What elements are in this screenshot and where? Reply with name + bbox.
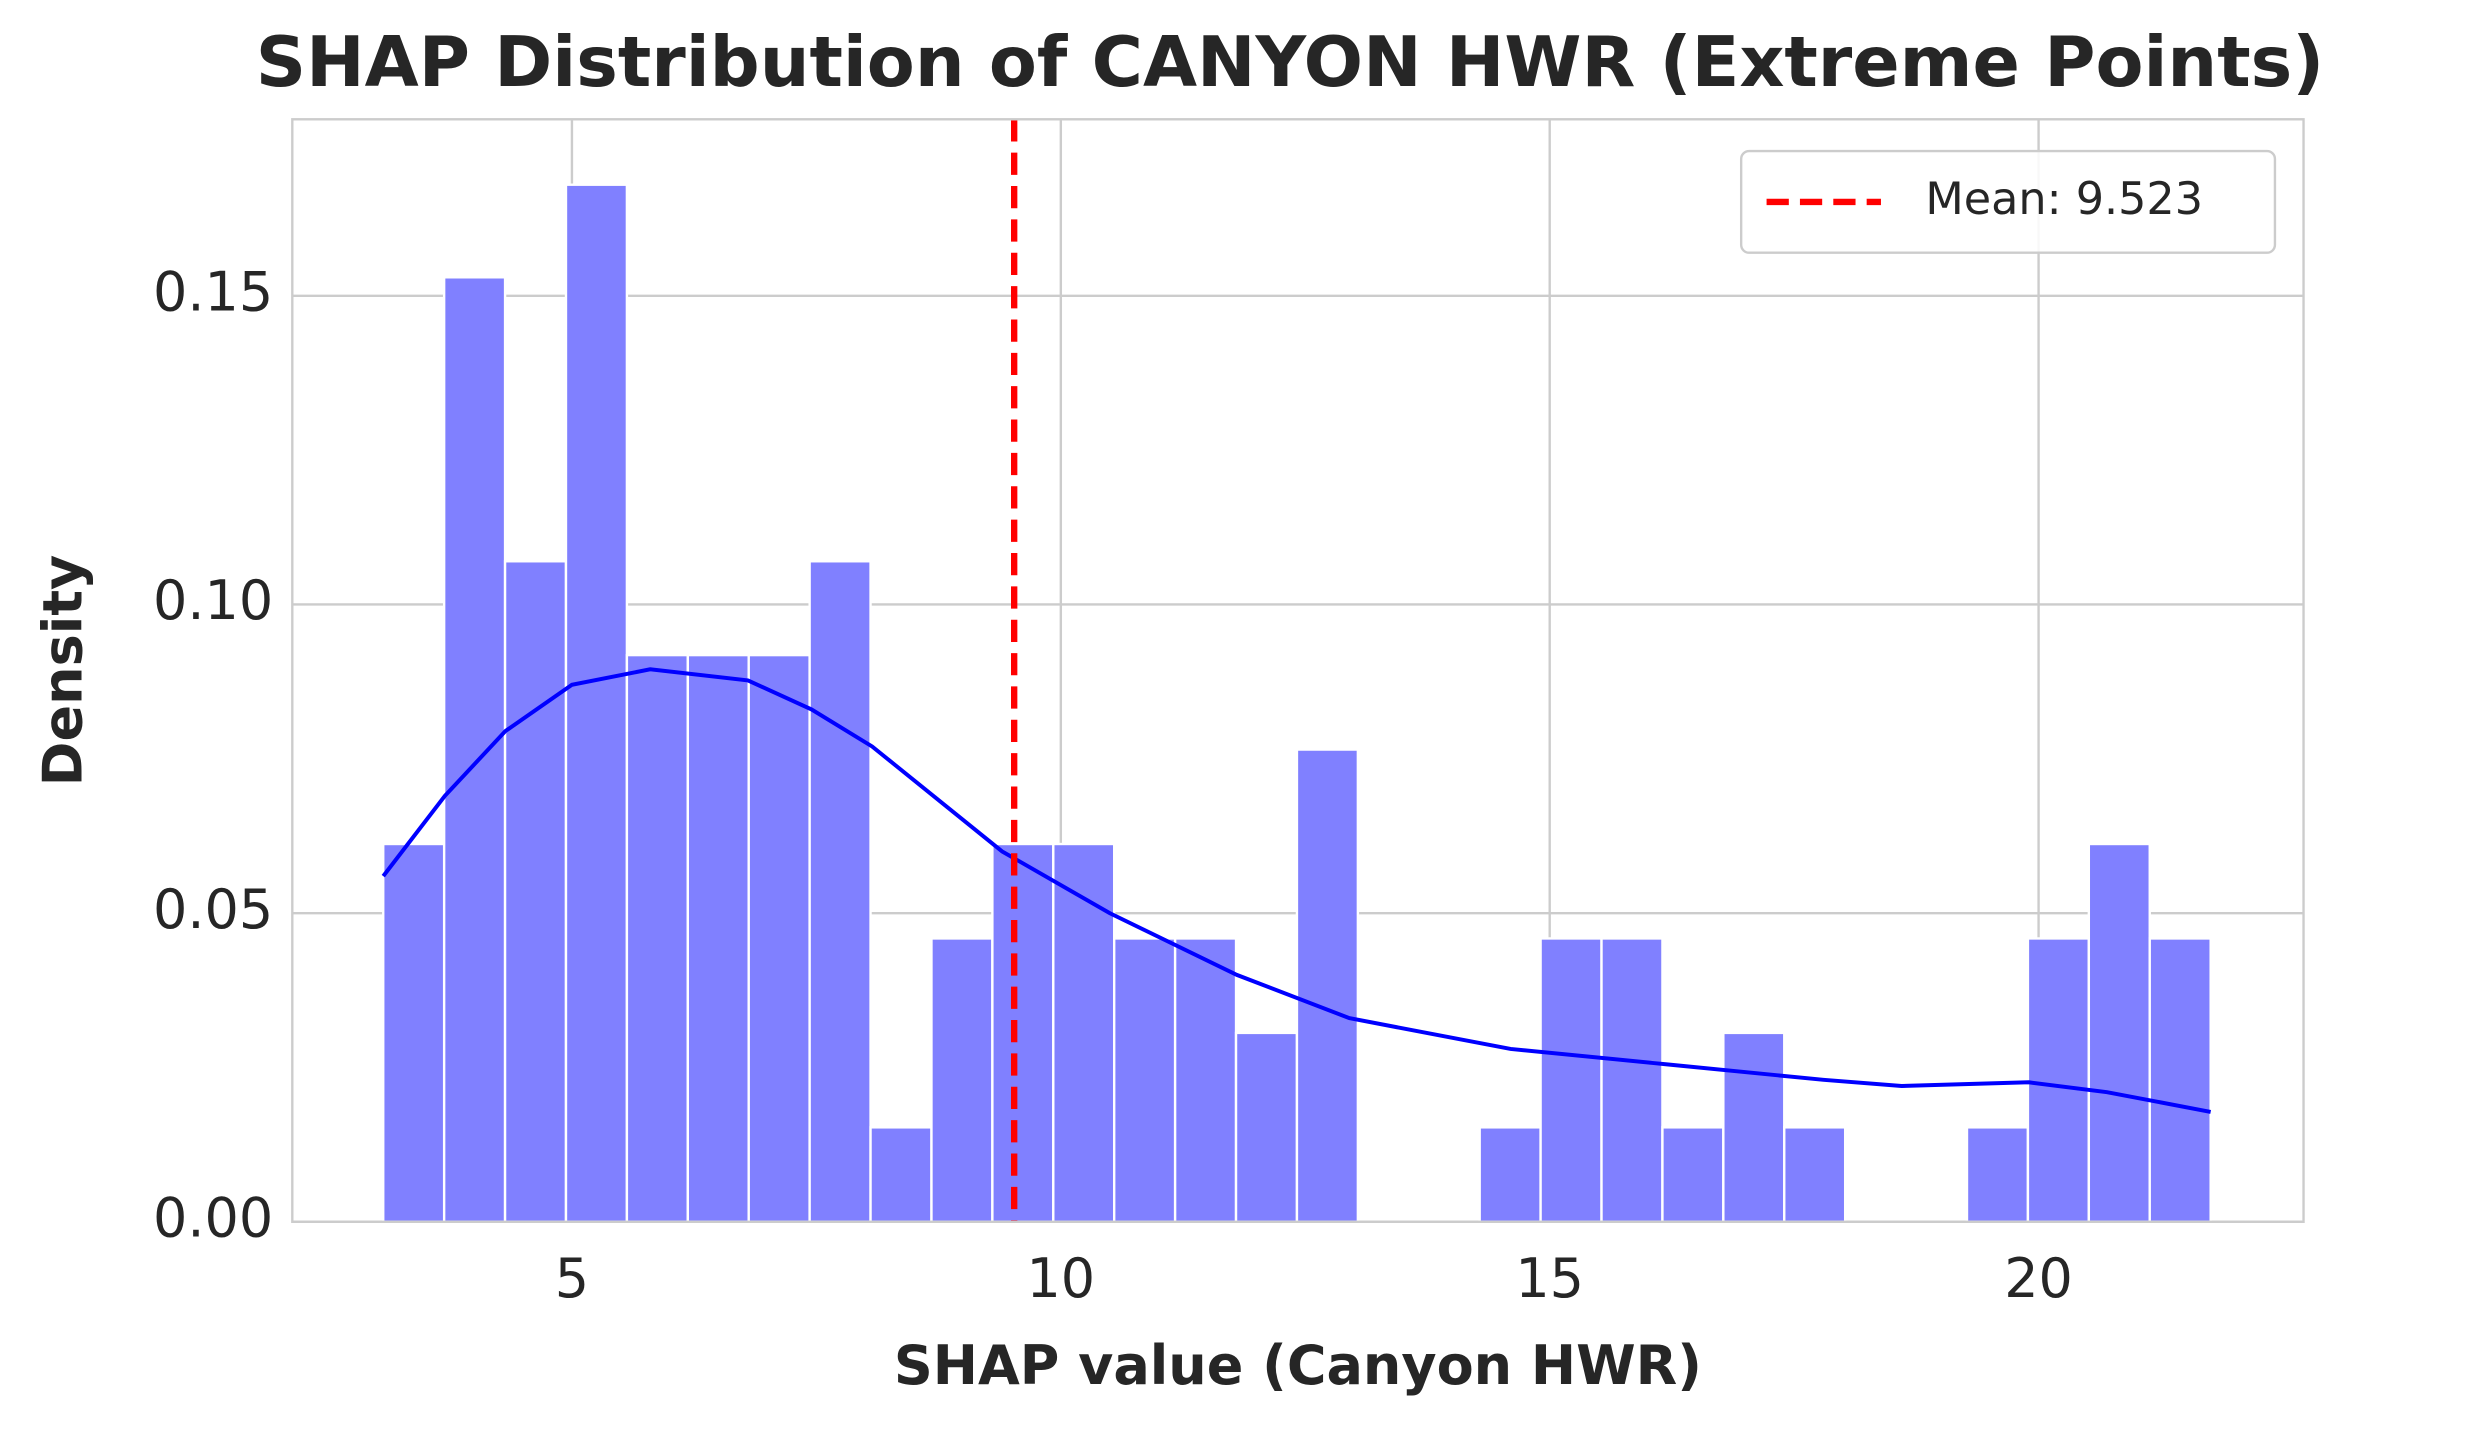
bar [930,937,994,1223]
x-tick-label: 10 [1026,1247,1095,1310]
bar [1295,748,1360,1223]
bar [503,560,568,1223]
bar [1783,1126,1847,1223]
bar [747,653,811,1223]
bar [869,1126,933,1223]
kde-line [381,667,2212,1114]
marks [381,119,2212,1223]
bar [442,276,507,1223]
bar [1113,937,1177,1223]
y-axis-label: Density [31,555,94,787]
x-axis-label: SHAP value (Canyon HWR) [894,1334,1702,1397]
bar [1722,1031,1786,1223]
legend-box [1739,149,2277,254]
y-tick-label: 0.10 [153,569,273,632]
bar [1234,1031,1299,1223]
y-tick-label: 0.15 [153,260,273,323]
bar [1173,937,1238,1223]
bar [1661,1126,1725,1223]
legend-label: Mean: 9.523 [1925,174,2203,225]
x-tick-label: 5 [555,1247,589,1310]
y-tick-label: 0.05 [153,878,273,941]
bar [564,183,629,1223]
bar [382,842,446,1223]
legend: Mean: 9.523 [1739,149,2277,254]
bar [2087,842,2151,1223]
bar [625,653,690,1223]
bar [686,653,750,1223]
bar [808,560,872,1223]
bar [1052,842,1116,1223]
plot-frame [291,118,2305,1223]
x-tick-label: 20 [2004,1247,2073,1310]
bar [1539,937,1603,1223]
x-tick-label: 15 [1515,1247,1584,1310]
y-tick-label: 0.00 [153,1186,273,1249]
bar [1965,1126,2030,1223]
chart-title: SHAP Distribution of CANYON HWR (Extreme… [256,22,2324,103]
bar [1600,937,1664,1223]
bar [2026,937,2091,1223]
bar [991,842,1055,1223]
bar [2148,937,2212,1223]
bar [1478,1126,1542,1223]
